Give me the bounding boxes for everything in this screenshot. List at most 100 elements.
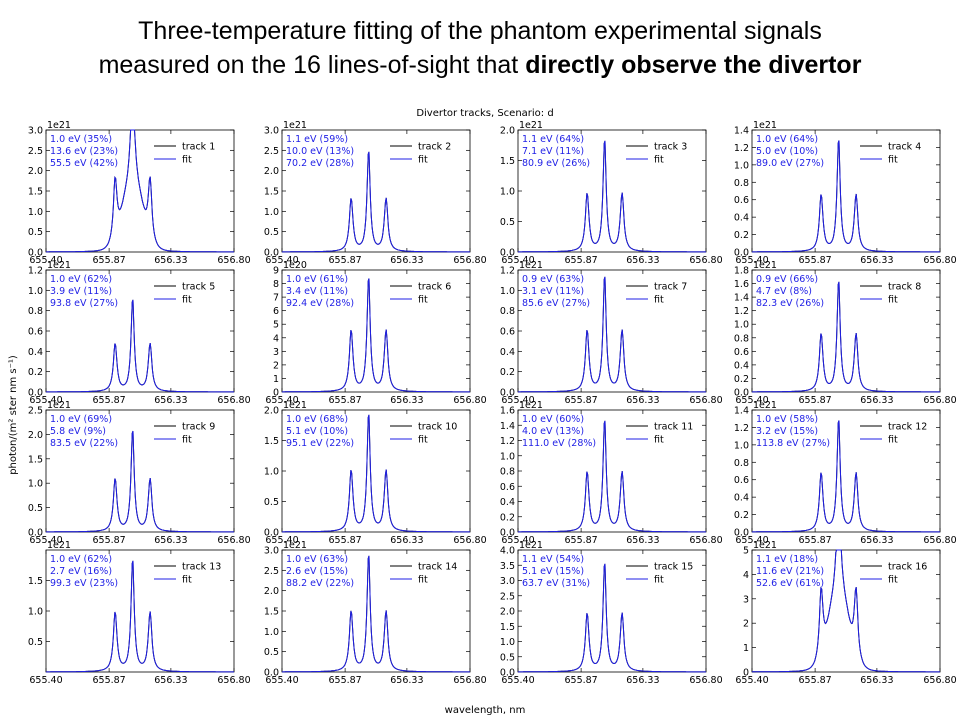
y-tick-label: 1.5 [28,576,43,587]
y-scale-exponent: 1e21 [283,120,307,131]
y-tick-label: 0.6 [734,347,749,358]
y-tick-label: 1.5 [264,607,279,618]
fit-series-line [518,276,706,393]
temperature-annotation: 3.9 eV (11%) [50,286,112,297]
temperature-annotation: 0.9 eV (63%) [522,274,584,285]
x-tick-label: 655.40 [265,675,298,686]
fit-series-line [752,281,940,393]
temperature-annotation: 63.7 eV (31%) [522,578,590,589]
y-tick-label: 1.0 [28,207,43,218]
y-tick-label: 1.5 [500,622,515,633]
y-tick-label: 0.0 [28,388,43,399]
y-tick-label: 0.4 [734,493,749,504]
figure-x-axis-label: wavelength, nm [445,705,526,716]
legend-track-label: track 14 [418,562,457,573]
temperature-annotation: 1.0 eV (64%) [756,134,818,145]
y-scale-exponent: 1e21 [47,120,71,131]
slide-title: Three-temperature fitting of the phantom… [0,14,960,82]
legend-fit-label: fit [418,575,428,586]
temperature-annotation: 3.2 eV (15%) [756,426,818,437]
y-tick-label: 3 [743,594,749,605]
x-tick-label: 655.87 [798,535,831,546]
x-tick-label: 656.80 [689,395,722,406]
y-tick-label: 1.2 [734,143,749,154]
x-tick-label: 656.33 [154,675,187,686]
x-tick-label: 656.33 [390,675,423,686]
y-tick-label: 2.5 [264,146,279,157]
temperature-annotation: 55.5 eV (42%) [50,158,118,169]
y-tick-label: 0.5 [500,652,515,663]
y-scale-exponent: 1e21 [753,540,777,551]
fit-series-line [752,140,940,253]
panel-frame [751,129,941,253]
legend-fit-label: fit [888,155,898,166]
x-tick-label: 655.87 [564,535,597,546]
slide-title-line-1: Three-temperature fitting of the phantom… [138,17,822,45]
x-tick-label: 656.80 [453,255,486,266]
x-tick-label: 656.33 [154,535,187,546]
y-scale-exponent: 1e21 [47,540,71,551]
y-tick-label: 0 [743,668,749,679]
x-tick-label: 655.87 [92,255,125,266]
temperature-annotation: 1.1 eV (54%) [522,554,584,565]
y-scale-exponent: 1e21 [753,120,777,131]
y-tick-label: 1.0 [264,467,279,478]
temperature-annotation: 1.0 eV (63%) [286,554,348,565]
fit-series-line [46,560,234,673]
temperature-annotation: 1.0 eV (60%) [522,414,584,425]
y-tick-label: 1 [273,374,279,385]
temperature-annotation: 83.5 eV (22%) [50,438,118,449]
y-tick-label: 0.4 [734,360,749,371]
x-tick-label: 656.80 [923,395,956,406]
y-tick-label: 1.0 [28,286,43,297]
y-tick-label: 1.2 [500,266,515,277]
x-tick-label: 656.33 [626,395,659,406]
y-tick-label: 3.0 [28,126,43,137]
y-tick-label: 3.0 [264,126,279,137]
x-tick-label: 656.80 [453,395,486,406]
y-tick-label: 0.6 [734,195,749,206]
temperature-annotation: 1.0 eV (62%) [50,554,112,565]
panel-frame [517,269,707,393]
x-tick-label: 656.33 [390,535,423,546]
legend-fit-label: fit [888,295,898,306]
panel-16: 655.40 655.87 656.33 656.80 0 1 2 3 4 5 1e21 1.1 eV… [735,540,956,686]
x-tick-label: 655.40 [501,395,534,406]
y-tick-label: 0.0 [264,668,279,679]
legend-track-label: track 16 [888,562,927,573]
y-tick-label: 2 [743,619,749,630]
y-tick-label: 0.5 [264,647,279,658]
x-tick-label: 655.87 [92,675,125,686]
x-tick-label: 656.80 [453,535,486,546]
panel-frame [751,549,941,673]
y-tick-label: 0.8 [28,306,43,317]
y-tick-label: 1.0 [500,286,515,297]
y-tick-label: 0.0 [264,248,279,259]
legend-fit-label: fit [418,155,428,166]
temperature-annotation: 2.7 eV (16%) [50,566,112,577]
legend-fit-label: fit [654,155,664,166]
y-tick-label: 0.5 [28,227,43,238]
panel-frame [751,409,941,533]
legend-fit-label: fit [182,435,192,446]
panel-13: 655.40 655.87 656.33 656.80 0.5 1.0 1.5 1e21 1.0… [28,540,251,686]
panel-grid: 655.40 655.87 656.33 656.80 0.0 0.5 1.0 1.5 2.0 2… [28,120,957,686]
x-tick-label: 655.87 [798,675,831,686]
y-tick-label: 0.5 [500,217,515,228]
y-tick-label: 3 [273,347,279,358]
x-tick-label: 655.40 [735,675,768,686]
y-scale-exponent: 1e21 [519,120,543,131]
x-tick-label: 655.40 [501,675,534,686]
x-tick-label: 655.87 [798,255,831,266]
x-tick-label: 656.33 [626,675,659,686]
x-tick-label: 655.87 [328,255,361,266]
y-tick-label: 1.4 [734,293,749,304]
y-tick-label: 0.2 [500,512,515,523]
y-tick-label: 1.5 [264,436,279,447]
fit-series-line [282,151,470,253]
x-tick-label: 656.80 [453,675,486,686]
y-tick-label: 1.0 [28,479,43,490]
y-tick-label: 1.0 [264,627,279,638]
legend-track-label: track 10 [418,422,457,433]
y-tick-label: 1.0 [500,187,515,198]
